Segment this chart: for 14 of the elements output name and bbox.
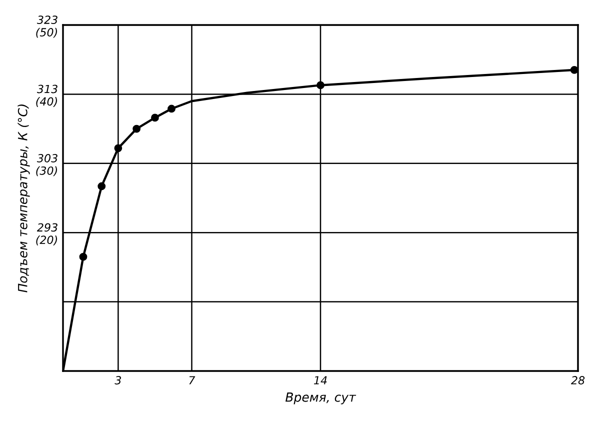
x-tick-label: 28 (570, 376, 585, 384)
y-tick-label: 303 (36, 154, 58, 162)
y2-tick-label: (30) (36, 166, 58, 176)
y-tick-label: 323 (36, 16, 58, 24)
y2-axis-title: Подъем температуры, К (°С) (18, 104, 30, 292)
y2-tick-label: (40) (36, 97, 58, 107)
y2-tick-label: (20) (36, 235, 58, 246)
y2-tick-label: (50) (36, 28, 58, 38)
x-tick-label: 7 (189, 376, 196, 384)
x-axis-title: Время, сут (286, 392, 356, 404)
x-tick-label: 3 (114, 376, 121, 384)
y-tick-label: 313 (36, 84, 58, 94)
x-tick-label: 14 (314, 376, 327, 384)
y-tick-label: 293 (36, 223, 58, 232)
